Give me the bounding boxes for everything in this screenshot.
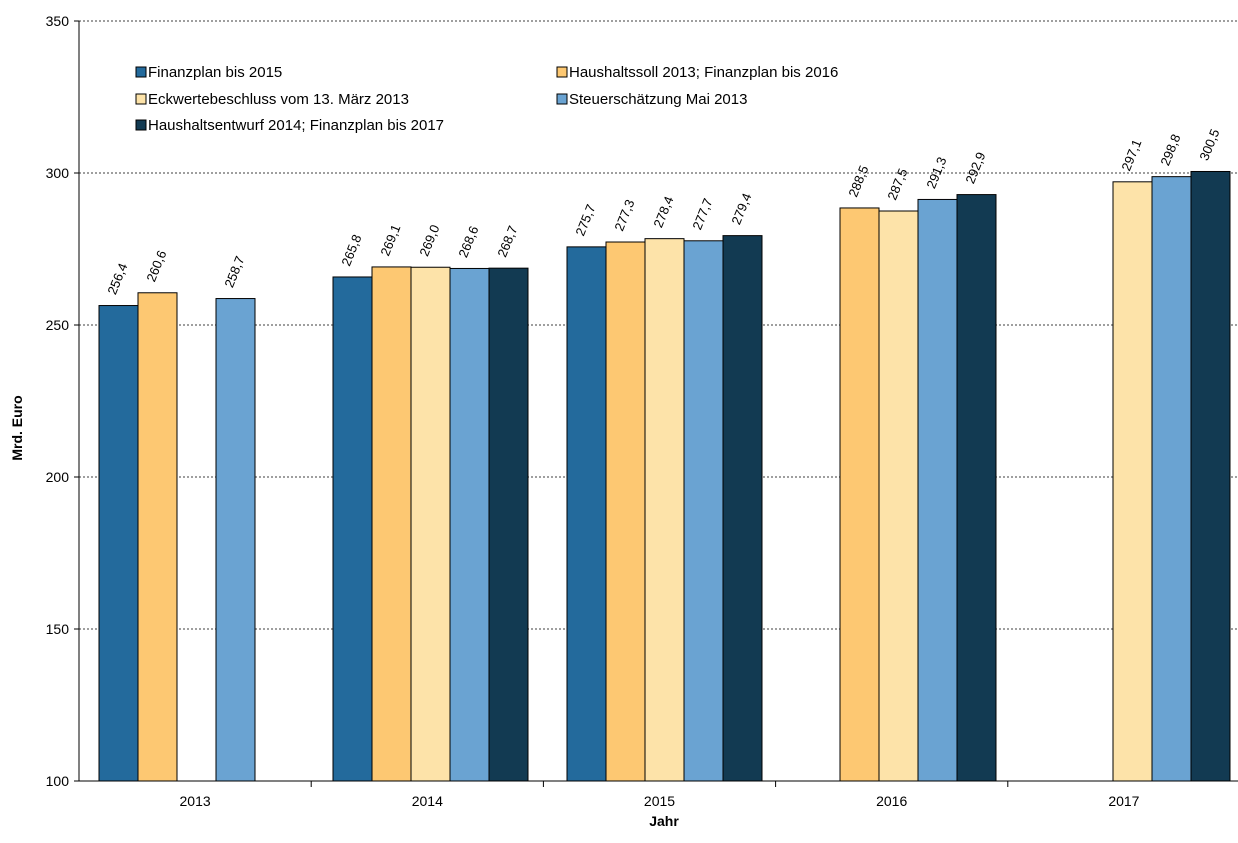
bar bbox=[1112, 181, 1153, 782]
bar bbox=[215, 298, 256, 782]
data-label: 275,7 bbox=[572, 202, 598, 238]
data-label: 265,8 bbox=[338, 232, 364, 268]
legend-label: Haushaltsentwurf 2014; Finanzplan bis 20… bbox=[148, 117, 444, 134]
bar bbox=[449, 267, 490, 782]
bar bbox=[566, 246, 607, 782]
data-label: 292,9 bbox=[962, 150, 988, 186]
bar bbox=[410, 266, 451, 782]
legend-swatch bbox=[556, 93, 568, 105]
data-label: 269,1 bbox=[377, 222, 403, 258]
bar bbox=[1151, 176, 1192, 782]
data-label: 298,8 bbox=[1157, 132, 1183, 168]
x-tick-label: 2016 bbox=[876, 793, 907, 809]
x-tick-label: 2015 bbox=[644, 793, 675, 809]
bar bbox=[332, 276, 373, 782]
legend-label: Eckwertebeschluss vom 13. März 2013 bbox=[148, 91, 409, 108]
legend-label: Steuerschätzung Mai 2013 bbox=[569, 91, 747, 108]
bar bbox=[488, 267, 529, 782]
bar bbox=[98, 305, 139, 782]
data-label: 291,3 bbox=[923, 155, 949, 191]
bar bbox=[683, 240, 724, 782]
legend-swatch bbox=[556, 66, 568, 78]
y-tick-label: 150 bbox=[46, 621, 70, 637]
x-tick-label: 2013 bbox=[180, 793, 211, 809]
data-label: 268,7 bbox=[494, 223, 520, 259]
y-axis-title: Mrd. Euro bbox=[9, 395, 25, 460]
bar bbox=[644, 238, 685, 782]
data-label: 277,7 bbox=[689, 196, 715, 232]
bar bbox=[137, 292, 178, 782]
data-label: 258,7 bbox=[221, 254, 247, 290]
x-tick-label: 2017 bbox=[1108, 793, 1139, 809]
bar bbox=[917, 198, 958, 782]
y-tick-label: 250 bbox=[46, 317, 70, 333]
legend: Finanzplan bis 2015 Haushaltssoll 2013; F… bbox=[135, 64, 838, 134]
bar bbox=[722, 235, 763, 782]
data-label: 300,5 bbox=[1196, 127, 1222, 163]
bar bbox=[878, 210, 919, 782]
tick-labels: 100 150 200 250 300 350 2013 2014 2015 2016 2017 bbox=[46, 13, 1140, 809]
data-label: 287,5 bbox=[884, 166, 910, 202]
data-label: 268,6 bbox=[455, 224, 481, 260]
legend-label: Haushaltssoll 2013; Finanzplan bis 2016 bbox=[569, 64, 838, 81]
bar bbox=[1190, 170, 1231, 782]
bars bbox=[98, 170, 1231, 782]
data-label: 256,4 bbox=[104, 261, 130, 297]
bar bbox=[956, 194, 997, 782]
data-label: 297,1 bbox=[1118, 137, 1144, 173]
data-label: 277,3 bbox=[611, 197, 637, 233]
x-tick-label: 2014 bbox=[412, 793, 443, 809]
x-axis-title: Jahr bbox=[649, 813, 679, 829]
bar bbox=[371, 266, 412, 782]
axes bbox=[74, 20, 1238, 787]
data-label: 269,0 bbox=[416, 223, 442, 259]
data-label: 278,4 bbox=[650, 194, 676, 230]
legend-swatch bbox=[135, 119, 147, 131]
legend-swatch bbox=[135, 93, 147, 105]
data-label: 260,6 bbox=[143, 248, 169, 284]
data-label: 288,5 bbox=[845, 163, 871, 199]
bar bbox=[839, 207, 880, 782]
legend-swatch bbox=[135, 66, 147, 78]
y-tick-label: 350 bbox=[46, 13, 70, 29]
legend-label: Finanzplan bis 2015 bbox=[148, 64, 282, 81]
y-tick-label: 100 bbox=[46, 773, 70, 789]
y-tick-label: 200 bbox=[46, 469, 70, 485]
data-label: 279,4 bbox=[728, 191, 754, 227]
bar bbox=[605, 241, 646, 782]
y-tick-label: 300 bbox=[46, 165, 70, 181]
